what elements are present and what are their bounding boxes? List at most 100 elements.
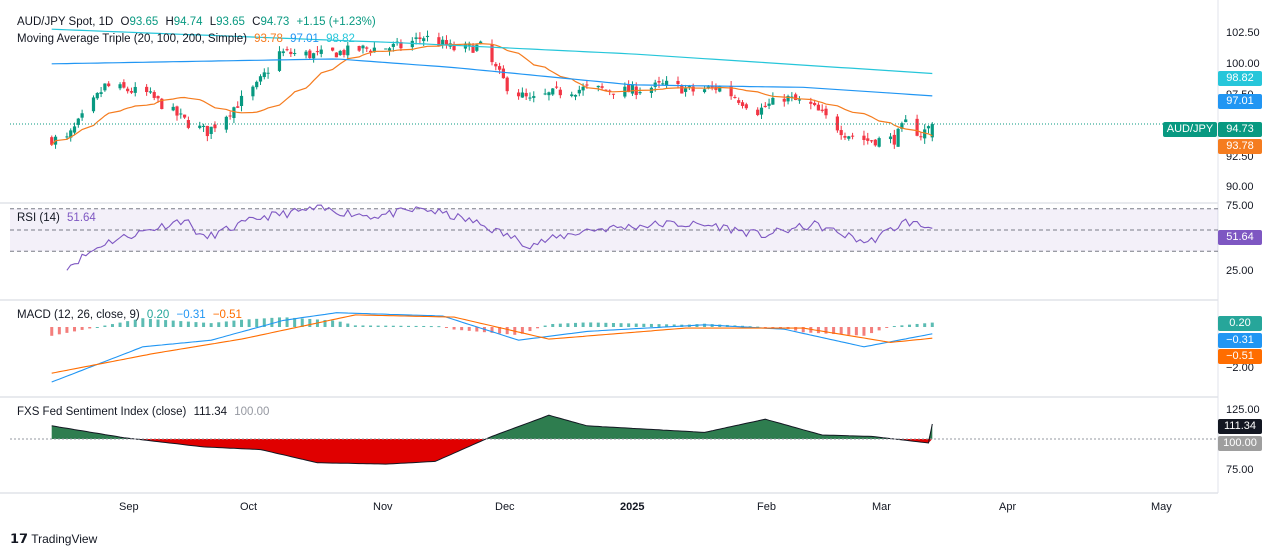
macd-hist-bar xyxy=(353,325,357,327)
candle-body xyxy=(368,50,373,53)
tradingview-brand[interactable]: 𝟭𝟳 TradingView xyxy=(10,531,97,547)
candle-body xyxy=(809,101,813,104)
symbol-label: AUD/JPY Spot, 1D xyxy=(17,16,114,28)
macd-hist-bar xyxy=(384,325,388,327)
candle-body xyxy=(289,51,293,55)
macd-hist-bar xyxy=(422,325,426,327)
candle-body xyxy=(175,106,179,116)
rsi-legend: RSI (14) 51.64 xyxy=(17,212,100,224)
candle-body xyxy=(357,45,361,51)
price-tick: 92.50 xyxy=(1226,151,1254,163)
candle-body xyxy=(797,99,802,101)
candle-body xyxy=(308,50,312,59)
grid xyxy=(0,0,1219,494)
fxs-area-negative xyxy=(51,439,933,465)
candle-body xyxy=(312,53,316,59)
macd-hist-bar xyxy=(452,327,456,330)
candle-body xyxy=(596,85,600,88)
macd-pane[interactable] xyxy=(50,312,934,383)
macd-hist-bar xyxy=(832,327,836,335)
macd-hist-bar xyxy=(756,326,760,328)
candle-body xyxy=(72,126,77,133)
candle-body xyxy=(786,95,790,102)
macd-hist-bar xyxy=(824,327,828,334)
candle-body xyxy=(425,35,430,38)
macd-hist-bar xyxy=(73,327,77,332)
candle-body xyxy=(904,119,908,123)
candle-body xyxy=(547,92,551,96)
candle-body xyxy=(205,125,209,137)
macd-hist-bar xyxy=(649,323,653,327)
candle-body xyxy=(452,44,456,51)
candle-body xyxy=(763,105,767,108)
candle-body xyxy=(80,113,84,118)
macd-hist-bar xyxy=(543,325,547,327)
macd-hist-bar xyxy=(596,322,600,327)
macd-hist-bar xyxy=(118,322,122,327)
month-label: Feb xyxy=(757,501,776,513)
candle-body xyxy=(604,89,608,91)
candle-body xyxy=(209,126,213,134)
macd-hist-bar xyxy=(520,327,524,334)
candle-body xyxy=(520,92,524,98)
candle-body xyxy=(820,109,824,111)
candle-body xyxy=(900,123,904,129)
month-label: Apr xyxy=(999,501,1017,513)
macd-hist-bar xyxy=(186,321,190,327)
candle-body xyxy=(133,86,137,93)
candle-body xyxy=(315,51,320,53)
candle-body xyxy=(103,83,107,91)
macd-hist-bar xyxy=(369,325,373,327)
candle-body xyxy=(782,98,786,102)
candle-body xyxy=(771,97,775,105)
ma-label: Moving Average Triple (20, 100, 200, Sim… xyxy=(17,33,247,45)
candle-body xyxy=(437,37,441,47)
macd-hist-bar xyxy=(763,327,767,328)
macd-hist-bar xyxy=(611,323,615,327)
candle-body xyxy=(186,120,190,128)
candle-body xyxy=(95,92,99,99)
macd-hist-bar xyxy=(498,327,502,334)
fxs-pane[interactable] xyxy=(10,414,1218,465)
candle-body xyxy=(391,43,395,47)
rsi-line xyxy=(66,204,933,271)
macd-hist-bar xyxy=(308,318,312,327)
macd-line-value: −0.31 xyxy=(176,309,206,321)
candle-body xyxy=(862,135,866,140)
candle-body xyxy=(869,140,874,142)
macd-hist-bar xyxy=(209,323,213,327)
ma100-value: 97.01 xyxy=(290,33,319,45)
candle-body xyxy=(665,80,669,86)
candle-body xyxy=(479,41,483,44)
rsi-pane[interactable] xyxy=(10,204,1218,271)
candle-body xyxy=(475,44,479,51)
macd-hist-bar xyxy=(194,322,198,327)
macd-hist-bar xyxy=(877,327,881,331)
high-label: H xyxy=(165,16,174,28)
close-value: 94.73 xyxy=(260,16,290,28)
candle-body xyxy=(756,109,760,116)
macd-hist-bar xyxy=(892,326,896,328)
candle-body xyxy=(627,84,631,93)
candle-body xyxy=(331,47,335,51)
price-pane[interactable] xyxy=(10,28,1218,149)
candle-body xyxy=(577,89,581,94)
candle-body xyxy=(585,84,589,86)
candle-body xyxy=(201,125,206,127)
candle-body xyxy=(213,124,217,129)
ma200-line xyxy=(51,28,933,75)
macd-tick: −2.00 xyxy=(1226,362,1254,374)
macd-signal-tag: −0.51 xyxy=(1218,349,1262,364)
candle-body xyxy=(198,125,202,128)
candle-body xyxy=(683,88,688,92)
macd-hist-bar xyxy=(930,322,934,327)
macd-hist-bar xyxy=(346,323,350,327)
month-label: May xyxy=(1151,501,1172,513)
candle-body xyxy=(372,47,376,53)
candle-body xyxy=(334,52,339,58)
candle-body xyxy=(888,136,893,140)
candle-body xyxy=(262,72,266,78)
candle-body xyxy=(573,94,578,97)
candle-body xyxy=(91,97,96,112)
